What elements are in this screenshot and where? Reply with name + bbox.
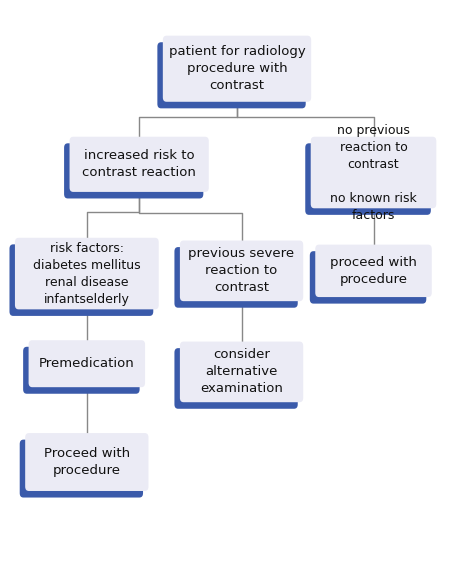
Text: Proceed with
procedure: Proceed with procedure — [44, 447, 130, 477]
FancyBboxPatch shape — [15, 238, 159, 310]
Text: previous severe
reaction to
contrast: previous severe reaction to contrast — [189, 248, 295, 294]
FancyBboxPatch shape — [174, 247, 298, 308]
FancyBboxPatch shape — [157, 42, 306, 108]
FancyBboxPatch shape — [28, 340, 145, 387]
Text: Premedication: Premedication — [39, 357, 135, 370]
Text: consider
alternative
examination: consider alternative examination — [200, 348, 283, 395]
FancyBboxPatch shape — [20, 440, 143, 497]
FancyBboxPatch shape — [174, 348, 298, 409]
Text: increased risk to
contrast reaction: increased risk to contrast reaction — [82, 149, 196, 179]
Text: proceed with
procedure: proceed with procedure — [330, 256, 417, 286]
FancyBboxPatch shape — [180, 341, 303, 402]
FancyBboxPatch shape — [163, 36, 311, 102]
Text: no previous
reaction to
contrast

no known risk
factors: no previous reaction to contrast no know… — [330, 123, 417, 221]
FancyBboxPatch shape — [310, 251, 426, 304]
FancyBboxPatch shape — [311, 137, 436, 208]
Text: patient for radiology
procedure with
contrast: patient for radiology procedure with con… — [169, 45, 305, 92]
FancyBboxPatch shape — [9, 244, 153, 316]
FancyBboxPatch shape — [315, 245, 432, 297]
FancyBboxPatch shape — [23, 347, 140, 394]
FancyBboxPatch shape — [180, 241, 303, 301]
FancyBboxPatch shape — [70, 137, 209, 192]
Text: risk factors:
diabetes mellitus
renal disease
infantselderly: risk factors: diabetes mellitus renal di… — [33, 242, 141, 306]
FancyBboxPatch shape — [25, 433, 148, 491]
FancyBboxPatch shape — [305, 143, 431, 215]
FancyBboxPatch shape — [64, 143, 203, 199]
